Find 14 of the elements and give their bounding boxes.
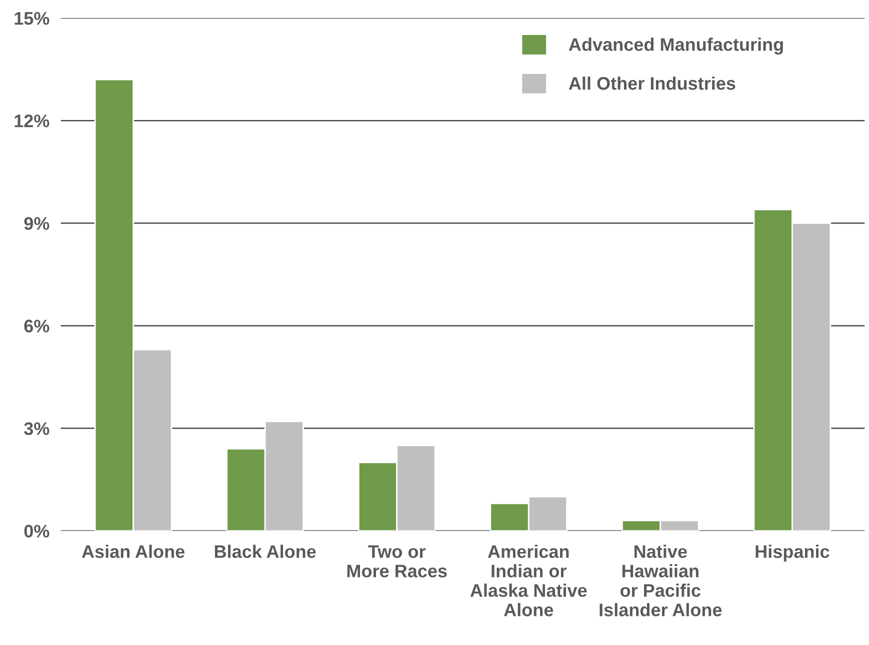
- x-tick-label: Two or More Races: [347, 545, 447, 578]
- y-tick-label: 12%: [14, 114, 50, 128]
- y-tick-label: 3%: [24, 422, 50, 436]
- y-tick-label: 6%: [24, 320, 50, 332]
- x-tick-label: American Indian or Alaska Native Alone: [470, 544, 587, 616]
- legend-label: Advanced Manufacturing: [568, 38, 783, 55]
- y-tick-label: 9%: [24, 217, 50, 230]
- x-tick-label: Asian Alone: [82, 544, 185, 558]
- y-tick-label: 15%: [14, 12, 50, 25]
- y-tick-label: 0%: [24, 524, 50, 538]
- x-tick-label: Black Alone: [214, 544, 316, 558]
- legend-label: All Other Industries: [568, 76, 736, 90]
- x-tick-label: Hispanic: [756, 544, 830, 562]
- x-tick-label: Native Hawaiian or Pacific Islander Alone: [600, 544, 722, 616]
